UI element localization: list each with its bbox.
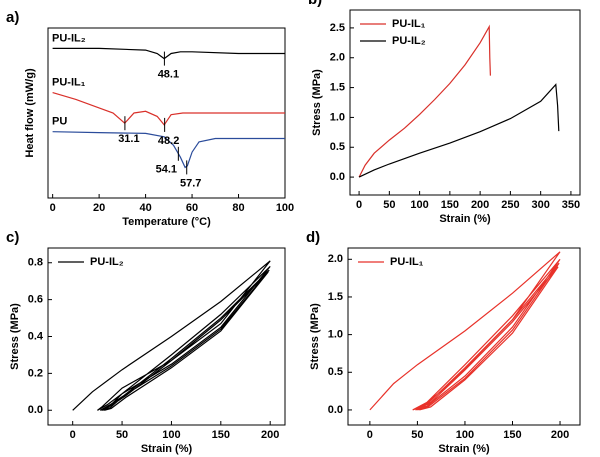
x-tick-label: 150 [212, 429, 230, 441]
panel-label: b) [308, 0, 322, 8]
y-axis-title: Stress (MPa) [9, 303, 21, 370]
plot-frame [347, 247, 581, 426]
x-tick-label: 0 [356, 199, 362, 211]
x-tick-label: 80 [232, 202, 244, 214]
y-tick-label: 0.8 [28, 257, 43, 269]
x-tick-label: 100 [410, 199, 428, 211]
x-tick-label: 350 [562, 199, 580, 211]
y-tick-label: 0.0 [330, 171, 345, 183]
data-line [358, 24, 491, 178]
series-label: PU-IL₁ [52, 77, 86, 89]
y-tick-label: 0.5 [328, 366, 343, 378]
x-tick-label: 200 [261, 429, 279, 441]
x-tick-label: 150 [503, 429, 521, 441]
plot-frame [349, 9, 581, 196]
y-axis-title: Heat flow (mW/g) [24, 68, 36, 158]
data-line [52, 131, 285, 169]
y-axis-title: Stress (MPa) [309, 303, 321, 370]
x-tick-label: 0 [70, 429, 76, 441]
x-tick-label: 200 [551, 429, 569, 441]
x-axis-title: Temperature (°C) [122, 216, 211, 228]
x-axis-title: Strain (%) [141, 443, 193, 455]
x-tick-label: 40 [139, 202, 151, 214]
plot-frame [47, 247, 286, 426]
legend-label: PU-IL₁ [390, 256, 424, 268]
panel-label: a) [6, 9, 19, 26]
x-tick-label: 50 [411, 429, 423, 441]
x-tick-label: 200 [471, 199, 489, 211]
x-axis-title: Strain (%) [439, 213, 491, 225]
legend-label: PU-IL₂ [90, 256, 124, 268]
y-tick-label: 0.0 [28, 404, 43, 416]
panel: b) 0 50 100 150 200 250 300 350 0.0 0.5 1.0 1.5 2.0 2.… [308, 0, 581, 225]
y-tick-label: 0.6 [28, 294, 43, 306]
x-tick-label: 50 [116, 429, 128, 441]
legend-label: PU-IL₂ [392, 35, 426, 47]
legend-label: PU-IL₁ [392, 18, 426, 30]
x-tick-label: 100 [456, 429, 474, 441]
x-tick-label: 100 [162, 429, 180, 441]
panel-label: d) [306, 229, 320, 246]
y-tick-label: 1.5 [330, 81, 345, 93]
annotation: 54.1 [156, 164, 177, 176]
series-label: PU [52, 116, 67, 128]
annotation: 48.1 [158, 69, 179, 81]
x-tick-label: 100 [276, 202, 294, 214]
y-tick-label: 0.4 [28, 330, 44, 342]
y-tick-label: 1.0 [328, 329, 343, 341]
y-axis-title: Stress (MPa) [311, 69, 323, 136]
x-tick-label: 150 [441, 199, 459, 211]
x-tick-label: 0 [367, 429, 373, 441]
x-tick-label: 20 [93, 202, 105, 214]
series-label: PU-IL₂ [52, 32, 86, 44]
y-tick-label: 1.0 [330, 111, 345, 123]
panel: a) 0 20 40 60 80 100 Temperature (°C) Heat flow … [6, 9, 294, 228]
data-line [369, 251, 561, 411]
y-tick-label: 2.0 [328, 253, 343, 265]
y-tick-label: 1.5 [328, 291, 343, 303]
annotation: 31.1 [118, 133, 139, 145]
x-axis-title: Strain (%) [438, 443, 490, 455]
y-tick-label: 2.5 [330, 22, 345, 34]
y-tick-label: 0.5 [330, 141, 345, 153]
panel: c) 0 50 100 150 200 0.0 0.2 0.4 0.6 0.8 Strain (%) S… [6, 229, 286, 455]
data-line [52, 92, 285, 126]
annotation: 57.7 [180, 177, 201, 189]
x-tick-label: 0 [50, 202, 56, 214]
data-line [72, 260, 271, 411]
annotation: 48.2 [158, 135, 179, 147]
data-line [358, 83, 560, 178]
y-tick-label: 2.0 [330, 52, 345, 64]
x-tick-label: 250 [501, 199, 519, 211]
panel-label: c) [6, 229, 19, 246]
x-tick-label: 300 [531, 199, 549, 211]
data-line [52, 47, 285, 60]
panel: d) 0 50 100 150 200 0.0 0.5 1.0 1.5 2.0 Strain (%) S… [306, 229, 581, 455]
x-tick-label: 60 [186, 202, 198, 214]
y-tick-label: 0.0 [328, 404, 343, 416]
x-tick-label: 50 [383, 199, 395, 211]
y-tick-label: 0.2 [28, 367, 43, 379]
